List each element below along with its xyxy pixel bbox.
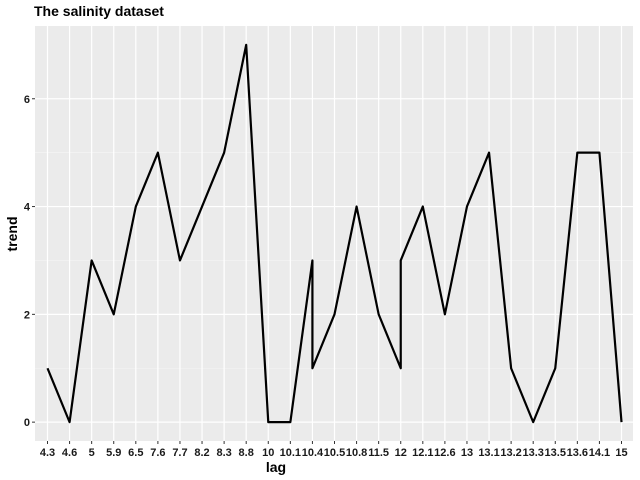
chart-title: The salinity dataset [34, 3, 164, 19]
x-tick-label: 6.5 [128, 447, 143, 459]
x-tick-label: 8.2 [194, 447, 209, 459]
x-tick-label: 7.6 [150, 447, 165, 459]
x-tick-label: 10.1 [280, 447, 301, 459]
x-tick-label: 10 [262, 447, 274, 459]
y-axis-title: trend [4, 217, 20, 252]
x-axis: 4.3 4.6 5 5.9 6.5 7.6 7.7 8.2 8.3 8.8 10 10.1 10.4 10… [40, 441, 628, 459]
gridlines [35, 26, 633, 441]
x-tick-label: 10.5 [324, 447, 345, 459]
y-tick-label: 2 [24, 309, 30, 321]
x-tick-label: 10.4 [302, 447, 324, 459]
trend-series-line [46, 43, 623, 424]
y-tick-label: 6 [24, 94, 30, 106]
x-tick-label: 7.7 [172, 447, 187, 459]
x-tick-label: 13 [461, 447, 473, 459]
x-tick-label: 15 [615, 447, 627, 459]
x-tick-label: 5.9 [106, 447, 121, 459]
x-tick-label: 13.1 [478, 447, 499, 459]
x-tick-label: 14.1 [589, 447, 610, 459]
series-layer [46, 43, 623, 424]
x-tick-label: 13.5 [545, 447, 566, 459]
x-tick-label: 13.2 [500, 447, 521, 459]
x-tick-label: 8.8 [239, 447, 254, 459]
x-axis-title: lag [266, 459, 286, 475]
x-tick-label: 5 [89, 447, 95, 459]
x-tick-label: 11.5 [368, 447, 389, 459]
x-tick-label: 12.6 [434, 447, 455, 459]
x-tick-label: 4.3 [40, 447, 55, 459]
x-tick-label: 13.6 [567, 447, 588, 459]
x-tick-label: 12 [395, 447, 407, 459]
x-tick-label: 13.3 [522, 447, 543, 459]
x-tick-label: 12.1 [412, 447, 433, 459]
y-tick-label: 0 [24, 417, 30, 429]
x-tick-label: 4.6 [62, 447, 77, 459]
y-axis: 0 2 4 6 [24, 94, 35, 429]
x-tick-label: 8.3 [216, 447, 231, 459]
y-tick-label: 4 [24, 202, 31, 214]
x-tick-label: 10.8 [346, 447, 367, 459]
